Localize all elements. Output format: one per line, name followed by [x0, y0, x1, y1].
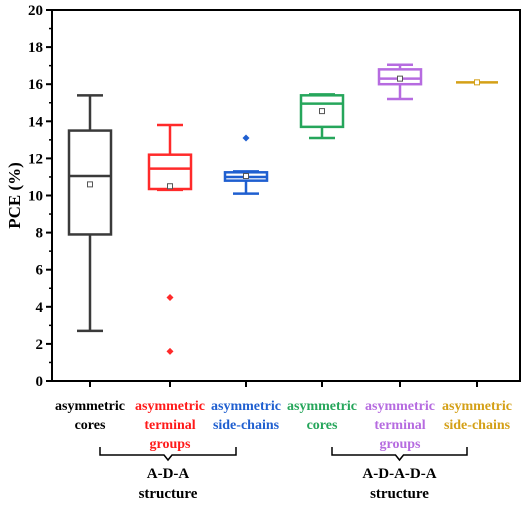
group-label: A-D-A [147, 466, 190, 482]
box-4 [377, 63, 423, 101]
mean-marker [87, 181, 93, 188]
category-label: groups [380, 437, 422, 452]
outlier-point [242, 134, 250, 142]
category-label: cores [75, 418, 106, 433]
category-label: side-chains [444, 418, 511, 433]
y-tick-label: 0 [36, 374, 44, 390]
group-label: A-D-A-D-A [362, 466, 436, 482]
box-iqr [299, 94, 345, 129]
category-label: asymmetric [365, 399, 435, 414]
y-tick-label: 16 [28, 77, 44, 93]
outlier-point [166, 347, 174, 355]
labels-layer: asymmetric cores asymmetric terminal groups a… [55, 399, 512, 502]
boxes-layer [67, 63, 498, 355]
y-axis-title: PCE (%) [5, 162, 24, 229]
group-label: structure [370, 486, 429, 502]
box-iqr [377, 68, 423, 86]
y-tick-label: 10 [28, 189, 43, 205]
box-5 [456, 79, 498, 86]
category-label: terminal [374, 418, 425, 433]
plot-frame [51, 9, 521, 382]
box-3 [299, 93, 345, 140]
y-tick-label: 14 [28, 114, 44, 130]
category-label: cores [307, 418, 338, 433]
mean-marker [474, 79, 480, 86]
category-label: asymmetric [287, 399, 357, 414]
group-brace [99, 447, 237, 462]
y-tick-label: 4 [36, 300, 44, 316]
category-label: asymmetric [55, 399, 125, 414]
mean-marker [243, 173, 249, 180]
box-1 [147, 123, 193, 355]
mean-marker [167, 183, 173, 190]
category-label: asymmetric [135, 399, 205, 414]
y-tick-label: 18 [28, 40, 43, 56]
y-tick-label: 12 [28, 151, 43, 167]
box-2 [223, 134, 269, 195]
outlier-point [166, 294, 174, 302]
y-tick-label: 8 [36, 226, 44, 242]
box-0 [67, 94, 113, 333]
y-tick-label: 6 [36, 263, 44, 279]
y-tick-label: 2 [36, 337, 44, 353]
y-tick-label: 20 [28, 3, 43, 19]
mean-marker [397, 75, 403, 82]
category-label: asymmetric [442, 399, 512, 414]
category-label: terminal [144, 418, 195, 433]
mean-marker [319, 108, 325, 115]
group-label: structure [139, 486, 198, 502]
category-label: asymmetric [211, 399, 281, 414]
box-iqr [67, 129, 113, 236]
axes-layer: 0 2 4 6 8 10 12 14 16 18 20 PCE (%) [5, 3, 521, 390]
category-label: side-chains [213, 418, 280, 433]
category-label: groups [150, 437, 192, 452]
group-brace [331, 447, 468, 462]
